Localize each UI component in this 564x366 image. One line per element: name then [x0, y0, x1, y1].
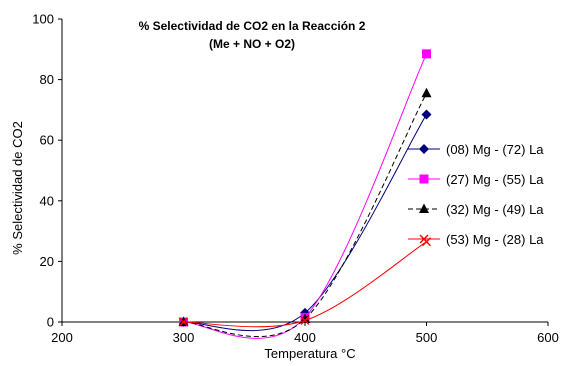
legend-label: (08) Mg - (72) La — [446, 142, 544, 157]
legend-label: (27) Mg - (55) La — [446, 172, 544, 187]
chart-title-line-2: (Me + NO + O2) — [209, 37, 295, 51]
legend-marker — [419, 203, 429, 213]
y-axis-title: % Selectividad de CO2 — [10, 121, 25, 255]
series-line — [183, 53, 427, 339]
legend-marker — [419, 174, 429, 184]
x-tick-label: 200 — [51, 330, 73, 345]
data-point — [422, 49, 431, 59]
legend-item-1: (08) Mg - (72) La — [408, 142, 544, 157]
legend-item-2: (27) Mg - (55) La — [408, 172, 544, 187]
series-layer — [178, 49, 432, 339]
legend-item-3: (32) Mg - (49) La — [408, 202, 544, 217]
x-tick-label: 600 — [537, 330, 559, 345]
series-line — [183, 92, 427, 337]
data-point — [300, 313, 310, 323]
y-tick-label: 40 — [40, 193, 54, 208]
legend-label: (32) Mg - (49) La — [446, 202, 544, 217]
data-point — [421, 109, 432, 120]
y-tick-label: 0 — [47, 315, 54, 330]
legend-item-4: (53) Mg - (28) La — [408, 232, 544, 247]
x-axis-title: Temperatura °C — [264, 346, 355, 361]
x-tick-label: 400 — [294, 330, 316, 345]
data-point — [300, 315, 310, 325]
legend: (08) Mg - (72) La (27) Mg - (55) La (32) M… — [408, 142, 544, 247]
x-tick-labels: 200 300 400 500 600 — [51, 330, 559, 345]
y-tick-label: 100 — [32, 12, 54, 27]
chart-title-line-1: % Selectividad de CO2 en la Reacción 2 — [139, 19, 366, 33]
y-tick-label: 80 — [40, 72, 54, 87]
series-1 — [178, 109, 432, 332]
y-tick-label: 60 — [40, 133, 54, 148]
data-point — [421, 87, 432, 98]
legend-marker — [419, 234, 429, 244]
series-3 — [178, 87, 432, 337]
series-line — [183, 114, 427, 332]
legend-label: (53) Mg - (28) La — [446, 232, 544, 247]
data-point — [179, 317, 188, 327]
series-2 — [179, 49, 431, 339]
x-tick-label: 300 — [173, 330, 195, 345]
chart-title: % Selectividad de CO2 en la Reacción 2 (… — [139, 19, 366, 51]
legend-marker — [419, 144, 429, 154]
y-tick-labels: 0 20 40 60 80 100 — [32, 12, 54, 330]
y-tick-label: 20 — [40, 254, 54, 269]
x-tick-label: 500 — [416, 330, 438, 345]
